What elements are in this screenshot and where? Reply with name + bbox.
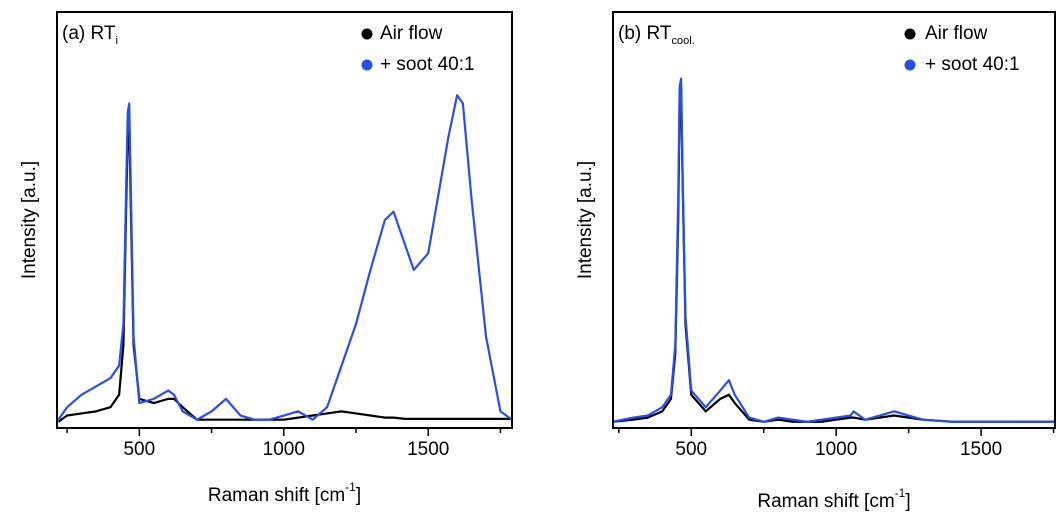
x-tick-label: 500 — [123, 439, 155, 460]
chart-title: (b) RTcool. — [618, 23, 695, 47]
x-label-text: Raman shift [cm — [208, 485, 345, 506]
x-tick-label: 1000 — [263, 439, 305, 460]
series-line — [57, 94, 513, 421]
series-line — [612, 77, 1055, 423]
x-axis-label: Raman shift [cm-1] — [208, 480, 361, 506]
x-tick-label: 1000 — [815, 439, 857, 460]
title-subscript: cool. — [671, 35, 694, 47]
y-axis-label: Intensity [a.u.] — [575, 161, 596, 279]
x-label-superscript: -1 — [345, 480, 356, 494]
x-label-text: Raman shift [cm — [757, 491, 894, 512]
legend-marker — [361, 28, 373, 40]
x-tick-label: 1500 — [407, 439, 449, 460]
legend-marker — [904, 59, 916, 71]
x-axis-label: Raman shift [cm-1] — [757, 486, 910, 512]
legend-label: + soot 40:1 — [380, 54, 475, 75]
x-label-superscript: -1 — [895, 486, 906, 500]
title-subscript: i — [115, 35, 117, 47]
title-text: (a) RT — [62, 23, 116, 44]
y-axis-label: Intensity [a.u.] — [19, 161, 40, 279]
chart: Air flow + soot 40:1 500 1000 1500 (b) RTcool… — [575, 11, 1056, 512]
x-label-end: ] — [356, 485, 361, 506]
title-text: (b) RT — [618, 23, 672, 44]
legend-label: Air flow — [380, 23, 443, 44]
legend-marker — [904, 28, 916, 40]
x-tick-label: 500 — [675, 439, 707, 460]
chart: Air flow + soot 40:1 500 1000 1500 (a) RTi Ram… — [19, 11, 513, 506]
legend-marker — [361, 59, 373, 71]
legend-label: + soot 40:1 — [925, 54, 1020, 75]
legend-label: Air flow — [925, 23, 988, 44]
plot-frame — [612, 11, 1056, 429]
x-tick-label: 1500 — [960, 439, 1002, 460]
x-label-end: ] — [905, 491, 910, 512]
chart-title: (a) RTi — [62, 23, 118, 47]
